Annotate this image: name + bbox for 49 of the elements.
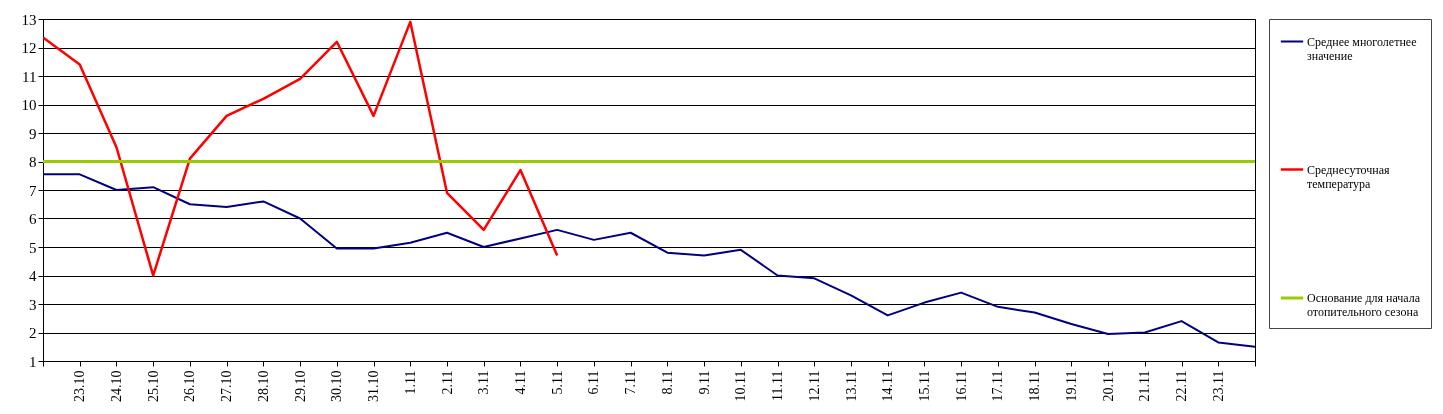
x-tick-label: 31.10 (366, 370, 382, 402)
x-tick-label: 18.11 (1027, 370, 1043, 402)
y-tick-label: 13 (21, 11, 37, 28)
y-tick-label: 7 (29, 182, 37, 199)
x-tick-label: 10.11 (733, 370, 749, 402)
x-tick-label: 29.10 (292, 370, 308, 402)
x-tick-label: 30.10 (329, 370, 345, 402)
x-tick-label: 27.10 (219, 370, 235, 402)
x-tick-label: 6.11 (586, 370, 602, 395)
x-tick-label: 2.11 (439, 370, 455, 395)
x-tick-label: 15.11 (916, 370, 932, 402)
x-tick-label: 9.11 (696, 370, 712, 395)
x-tick-label: 23.10 (72, 370, 88, 402)
x-tick-label: 23.11 (1210, 370, 1226, 402)
x-tick-label: 5.11 (549, 370, 565, 395)
x-tick-label: 17.11 (990, 370, 1006, 402)
y-tick-label: 2 (29, 325, 37, 341)
x-tick-label: 20.11 (1100, 370, 1116, 402)
legend-label: Среднее многолетнее значение (1307, 34, 1417, 63)
x-tick-label: 14.11 (880, 370, 896, 402)
x-tick-label: 16.11 (953, 370, 969, 402)
y-tick-label: 6 (29, 211, 37, 227)
line-series (43, 20, 559, 277)
legend-label: Среднесуточная температура (1307, 162, 1391, 191)
legend-label: Основание для начала отопительного сезона (1307, 291, 1421, 319)
y-tick-label: 5 (29, 239, 37, 256)
x-tick-label: 4.11 (512, 370, 528, 395)
x-tick-label: 19.11 (1063, 370, 1079, 402)
x-tick-label: 26.10 (182, 370, 198, 402)
y-tick-label: 11 (22, 68, 37, 85)
x-tick-label: 21.11 (1137, 370, 1153, 402)
x-tick-label: 1.11 (402, 370, 418, 395)
x-tick-label: 22.11 (1174, 370, 1190, 402)
x-tick-label: 7.11 (623, 370, 639, 395)
x-tick-label: 3.11 (476, 370, 492, 395)
x-tick-label: 12.11 (806, 370, 822, 402)
y-tick-label: 12 (21, 40, 37, 56)
y-tick-label: 10 (21, 97, 37, 113)
y-tick-label: 3 (29, 296, 37, 313)
x-tick-label: 25.10 (145, 370, 161, 402)
y-tick-label: 1 (29, 353, 37, 370)
y-tick-label: 8 (29, 154, 37, 170)
x-tick-label: 11.11 (770, 370, 786, 401)
x-tick-label: 24.10 (108, 370, 124, 402)
y-tick-label: 4 (29, 268, 37, 284)
x-tick-label: 28.10 (255, 370, 271, 402)
y-tick-label: 9 (29, 125, 37, 142)
x-tick-label: 13.11 (843, 370, 859, 402)
x-tick-label: 8.11 (659, 370, 675, 395)
